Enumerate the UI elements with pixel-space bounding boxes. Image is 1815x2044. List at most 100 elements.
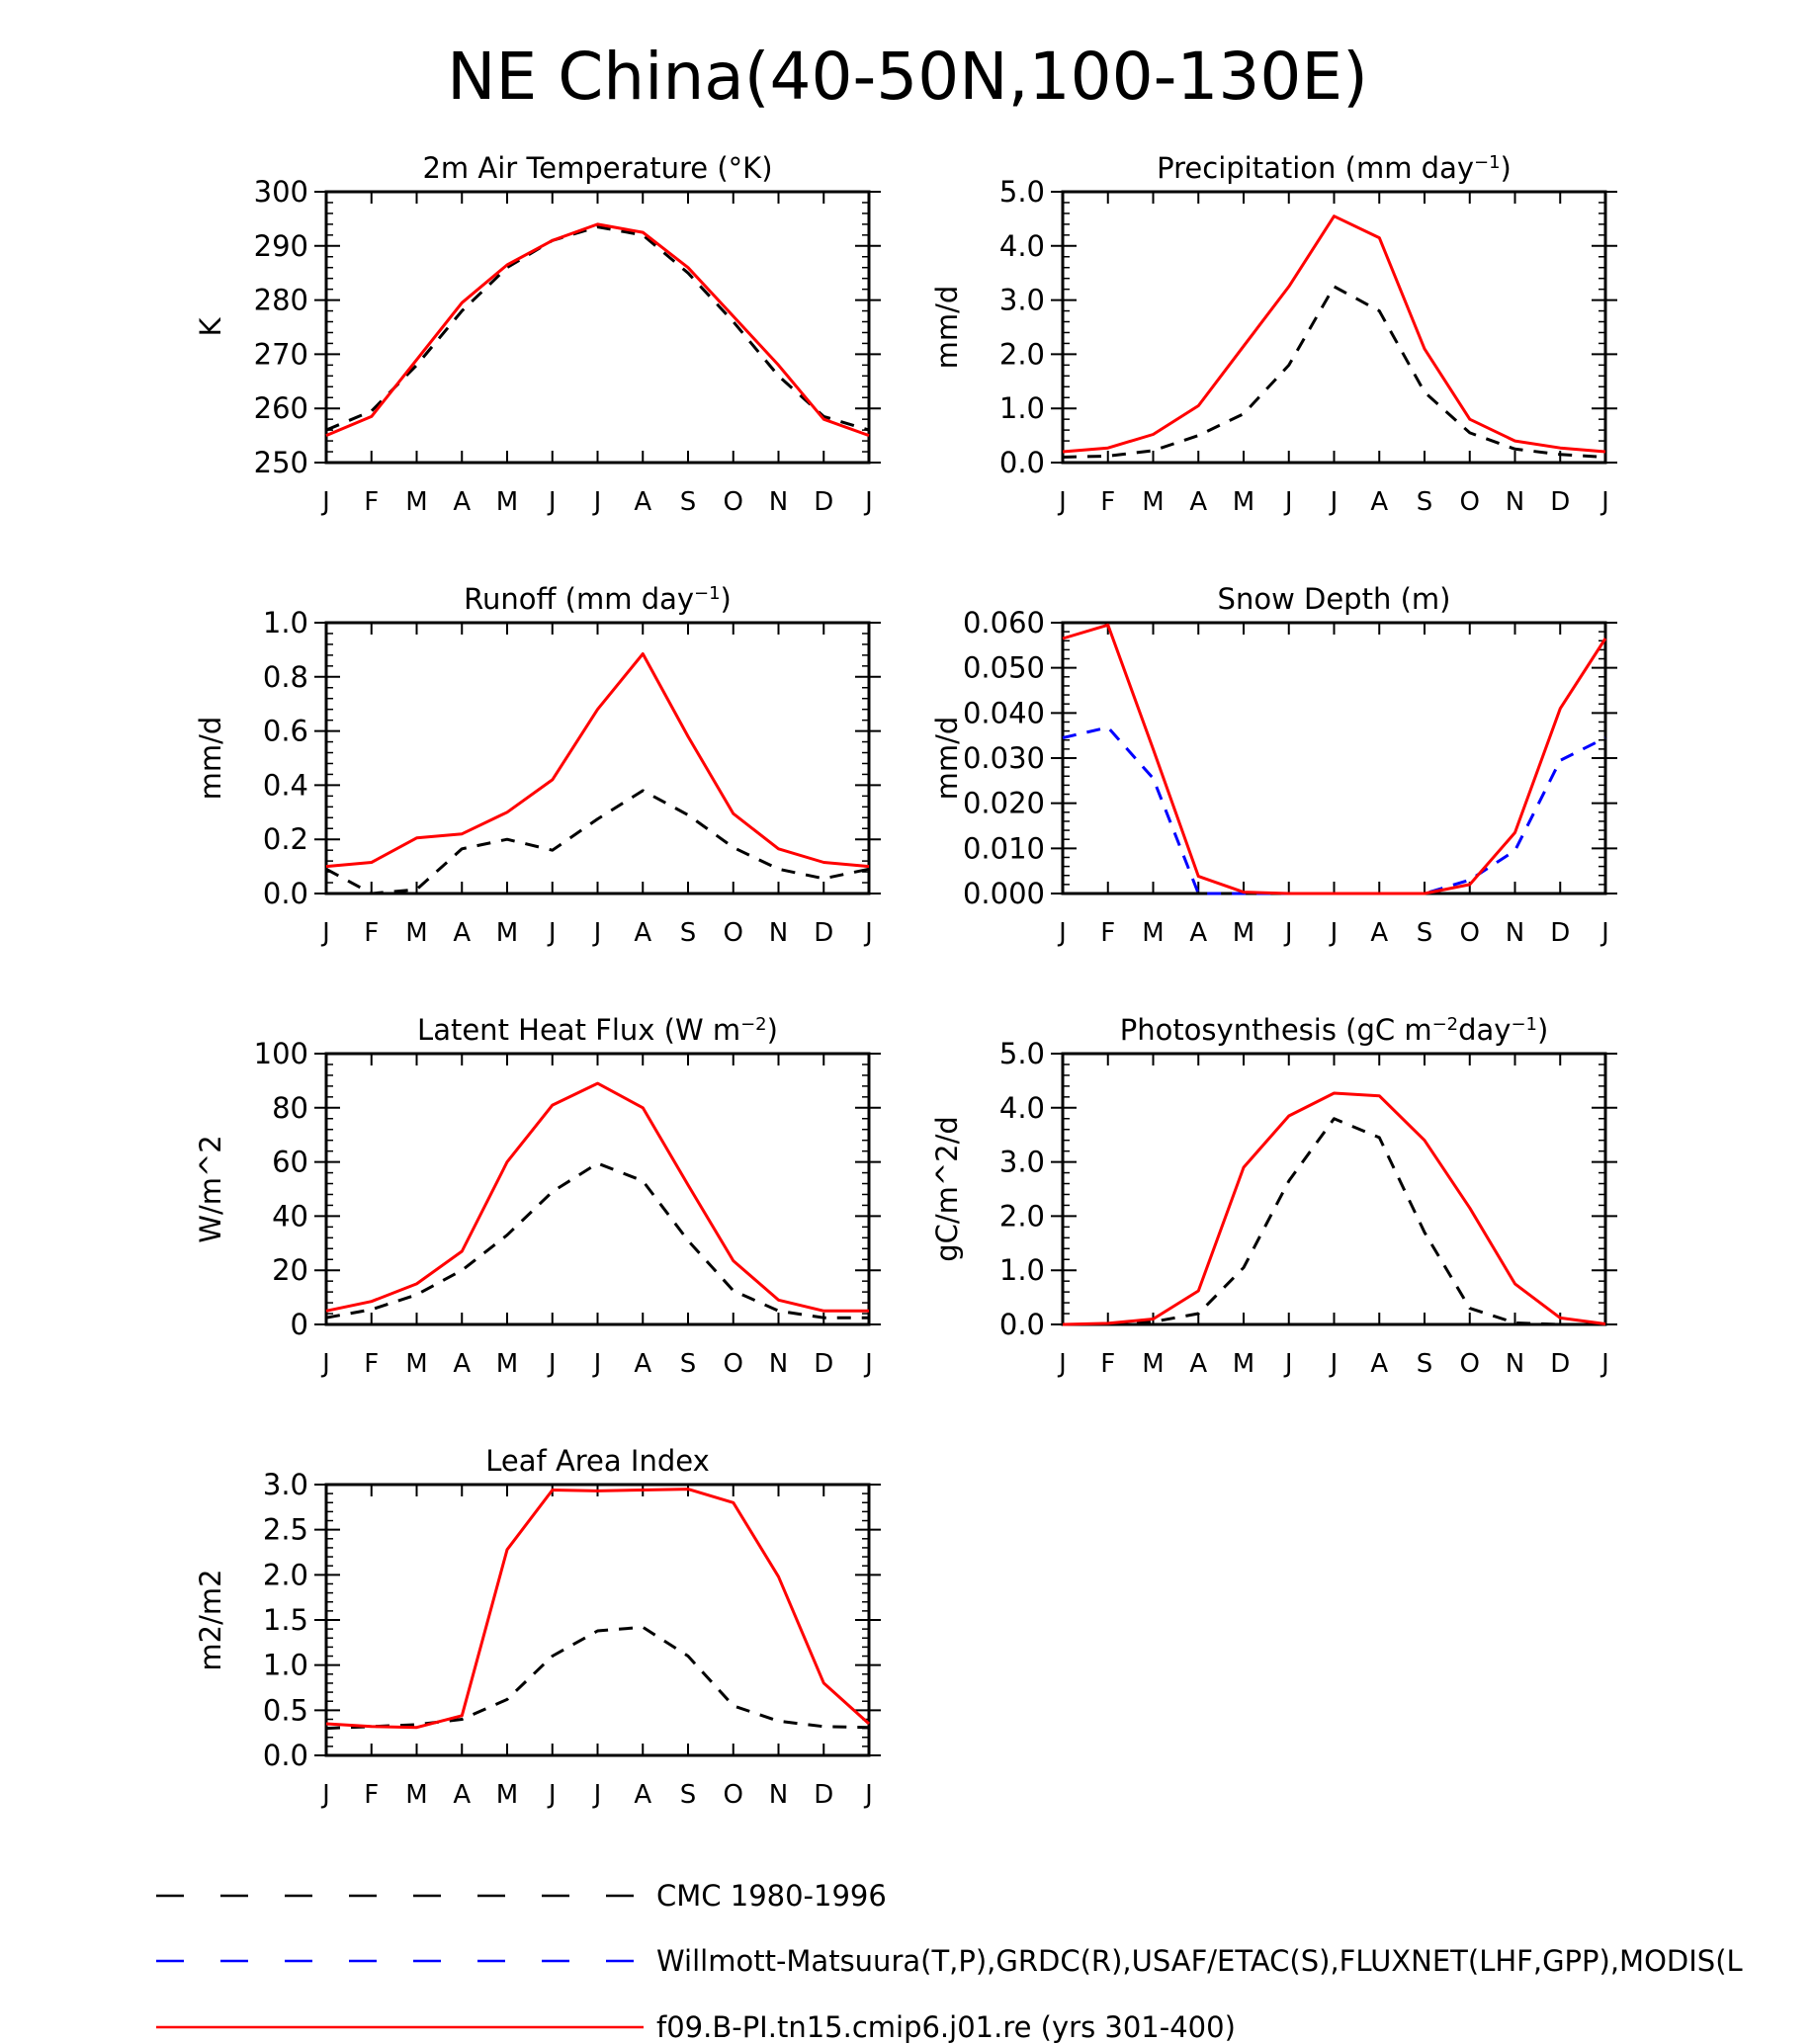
plot-frame — [1061, 190, 1607, 465]
y-tick-label: 0.0 — [999, 1308, 1045, 1341]
x-tick-label: J — [1283, 487, 1293, 517]
legend-label: CMC 1980-1996 — [656, 1879, 887, 1913]
y-tick-label: 1.0 — [263, 606, 308, 639]
x-tick-label: M — [496, 1349, 518, 1379]
y-tick-label: 0 — [291, 1308, 308, 1341]
x-tick-label: A — [453, 487, 471, 517]
y-tick-label: 3.0 — [999, 1146, 1045, 1179]
y-axis-label: mm/d — [930, 286, 964, 370]
x-tick-label: S — [1417, 918, 1433, 948]
series-line — [325, 225, 870, 432]
x-tick-label: O — [1460, 487, 1480, 517]
y-tick-label: 0.0 — [999, 446, 1045, 479]
x-tick-label: J — [1599, 918, 1609, 948]
x-tick-label: F — [364, 487, 379, 517]
y-tick-label: 1.0 — [999, 391, 1045, 425]
x-tick-label: J — [1283, 918, 1293, 948]
x-tick-label: J — [320, 1780, 330, 1810]
x-tick-label: D — [814, 487, 833, 517]
y-tick-label: 5.0 — [999, 175, 1045, 209]
y-tick-label: 100 — [254, 1037, 308, 1070]
y-tick-label: 0.010 — [963, 831, 1045, 865]
x-tick-label: F — [1100, 1349, 1115, 1379]
x-tick-label: J — [1057, 487, 1067, 517]
x-tick-label: A — [453, 1349, 471, 1379]
y-tick-label: 4.0 — [999, 1091, 1045, 1125]
y-tick-label: 290 — [254, 229, 308, 263]
x-tick-label: J — [863, 487, 873, 517]
x-tick-label: J — [1599, 1349, 1609, 1379]
y-axis-label: mm/d — [930, 717, 964, 801]
x-tick-label: J — [1599, 487, 1609, 517]
x-tick-label: O — [1460, 1349, 1480, 1379]
x-tick-label: O — [724, 487, 743, 517]
y-tick-label: 1.0 — [999, 1253, 1045, 1287]
x-tick-label: F — [1100, 918, 1115, 948]
series-line — [1062, 285, 1606, 459]
y-tick-label: 0.000 — [963, 877, 1045, 910]
chart-title: Latent Heat Flux (W m−2) — [417, 1013, 778, 1047]
x-tick-label: D — [814, 1349, 833, 1379]
x-tick-label: M — [1142, 1349, 1164, 1379]
chart-title: 2m Air Temperature (°K) — [422, 151, 772, 185]
y-tick-label: 0.0 — [263, 877, 308, 910]
chart-panel: Latent Heat Flux (W m−2)W/m^2J F M A M J J A S O N… — [194, 1013, 881, 1379]
x-tick-label: J — [592, 918, 602, 948]
legend-label: Willmott-Matsuura(T,P),GRDC(R),USAF/ETAC… — [656, 1944, 1743, 1978]
x-tick-label: D — [1550, 1349, 1570, 1379]
y-tick-label: 1.5 — [263, 1603, 308, 1637]
x-tick-label: S — [680, 1349, 697, 1379]
x-tick-label: M — [1233, 918, 1254, 948]
x-tick-label: J — [1057, 918, 1067, 948]
x-tick-label: D — [814, 1780, 833, 1810]
y-tick-label: 0.6 — [263, 715, 308, 748]
x-tick-label: J — [1057, 1349, 1067, 1379]
x-tick-label: D — [1550, 918, 1570, 948]
x-tick-label: A — [1370, 1349, 1388, 1379]
series-line — [325, 1625, 870, 1731]
x-tick-label: M — [405, 1349, 427, 1379]
x-tick-label: J — [320, 487, 330, 517]
x-tick-label: M — [1233, 487, 1254, 517]
series-line — [325, 222, 870, 438]
x-tick-label: F — [364, 1780, 379, 1810]
x-tick-label: O — [724, 1349, 743, 1379]
x-tick-label: M — [1142, 918, 1164, 948]
x-tick-label: J — [320, 1349, 330, 1379]
x-tick-label: A — [453, 918, 471, 948]
y-tick-label: 2.0 — [263, 1558, 308, 1591]
x-tick-label: S — [1417, 487, 1433, 517]
y-tick-label: 0.2 — [263, 822, 308, 856]
x-tick-label: J — [320, 918, 330, 948]
series-line — [1062, 623, 1607, 895]
series-line — [1062, 1091, 1606, 1326]
x-tick-label: N — [1506, 918, 1524, 948]
y-tick-label: 3.0 — [263, 1468, 308, 1501]
x-tick-label: A — [634, 1780, 651, 1810]
x-tick-label: J — [863, 1349, 873, 1379]
chart-title: Leaf Area Index — [485, 1444, 709, 1478]
x-tick-label: M — [405, 487, 427, 517]
x-tick-label: A — [1370, 918, 1388, 948]
x-tick-label: S — [1417, 1349, 1433, 1379]
y-tick-label: 80 — [272, 1091, 308, 1125]
plot-frame — [324, 190, 871, 465]
y-tick-label: 2.0 — [999, 337, 1045, 371]
x-tick-label: M — [1233, 1349, 1254, 1379]
x-tick-label: J — [547, 1349, 557, 1379]
y-tick-label: 250 — [254, 446, 308, 479]
chart-panel: Snow Depth (m)mm/dJ F M A M J J A S O N D J0.0000.01… — [930, 582, 1617, 948]
x-tick-label: O — [724, 918, 743, 948]
x-tick-label: N — [769, 1349, 788, 1379]
chart-title: Snow Depth (m) — [1218, 582, 1451, 616]
x-tick-label: A — [1189, 918, 1207, 948]
series-line — [325, 1081, 869, 1313]
y-tick-label: 270 — [254, 337, 308, 371]
x-tick-label: F — [364, 1349, 379, 1379]
x-tick-label: S — [680, 918, 697, 948]
y-tick-label: 2.0 — [999, 1199, 1045, 1233]
plot-frame — [324, 1052, 871, 1326]
x-tick-label: M — [496, 918, 518, 948]
y-tick-label: 0.0 — [263, 1739, 308, 1772]
x-tick-label: N — [769, 487, 788, 517]
